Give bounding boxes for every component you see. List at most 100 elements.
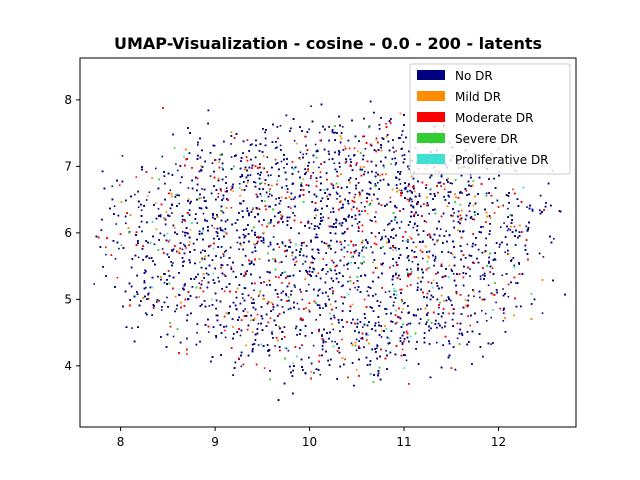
data-point: [370, 246, 372, 248]
data-point: [230, 143, 232, 145]
data-point: [339, 195, 341, 197]
data-point: [418, 193, 421, 195]
data-point: [328, 158, 330, 161]
data-point: [404, 301, 406, 304]
data-point: [202, 249, 204, 251]
data-point: [416, 282, 419, 285]
data-point: [297, 170, 300, 173]
data-point: [526, 206, 528, 208]
data-point: [507, 228, 510, 230]
data-point: [157, 208, 160, 210]
data-point: [287, 349, 290, 352]
data-point: [445, 230, 447, 232]
data-point: [241, 175, 244, 177]
data-point: [518, 263, 520, 265]
data-point: [381, 236, 383, 238]
data-point: [541, 312, 544, 314]
data-point: [240, 365, 243, 368]
data-point: [433, 260, 436, 262]
data-point: [367, 242, 369, 245]
data-point: [394, 163, 397, 166]
data-point: [451, 182, 453, 185]
data-point: [434, 257, 437, 259]
data-point: [137, 206, 140, 208]
data-point: [374, 183, 376, 185]
data-point: [487, 284, 490, 287]
data-point: [484, 312, 487, 315]
data-point: [361, 210, 363, 213]
data-point: [402, 240, 404, 242]
data-point: [242, 297, 244, 299]
data-point: [469, 268, 471, 270]
data-point: [314, 207, 317, 210]
data-point: [215, 314, 218, 317]
data-point: [310, 241, 312, 243]
data-point: [360, 201, 363, 204]
data-point: [221, 264, 224, 267]
data-point: [256, 236, 258, 239]
data-point: [507, 295, 510, 298]
data-point: [391, 283, 394, 286]
data-point: [349, 288, 351, 291]
data-point: [377, 182, 379, 184]
data-point: [412, 226, 415, 229]
data-point: [225, 176, 227, 178]
data-point: [479, 296, 481, 299]
data-point: [160, 309, 163, 311]
data-point: [410, 198, 413, 201]
data-point: [222, 255, 225, 257]
data-point: [224, 336, 227, 339]
data-point: [482, 274, 484, 276]
data-point: [357, 267, 360, 269]
data-point: [305, 153, 308, 155]
data-point: [310, 105, 312, 107]
data-point: [377, 321, 380, 324]
data-point: [155, 301, 158, 303]
data-point: [251, 143, 253, 145]
data-point: [225, 187, 228, 189]
data-point: [513, 264, 515, 267]
data-point: [172, 335, 175, 338]
data-point: [280, 217, 282, 219]
data-point: [172, 248, 175, 250]
data-point: [387, 238, 390, 240]
data-point: [355, 338, 358, 341]
data-point: [501, 274, 504, 277]
data-point: [387, 183, 389, 185]
data-point: [396, 187, 398, 189]
data-point: [426, 321, 428, 323]
data-point: [417, 269, 419, 271]
data-point: [488, 262, 490, 264]
data-point: [331, 340, 333, 343]
data-point: [118, 247, 120, 250]
data-point: [503, 312, 505, 314]
data-point: [283, 167, 285, 169]
data-point: [355, 244, 357, 246]
data-point: [166, 296, 168, 299]
data-point: [171, 212, 173, 214]
data-point: [140, 209, 143, 211]
data-point: [322, 216, 324, 218]
data-point: [266, 156, 269, 158]
data-point: [159, 215, 162, 218]
data-point: [525, 225, 528, 228]
data-point: [364, 206, 366, 208]
data-point: [315, 319, 317, 321]
data-point: [293, 139, 296, 142]
data-point: [402, 141, 405, 143]
data-point: [469, 275, 471, 277]
data-point: [395, 272, 397, 275]
data-point: [221, 210, 223, 212]
data-point: [196, 222, 199, 224]
data-point: [340, 243, 343, 246]
data-point: [161, 155, 164, 158]
data-point: [502, 320, 505, 322]
data-point: [197, 144, 199, 146]
data-point: [198, 282, 200, 284]
data-point: [479, 278, 482, 280]
data-point: [379, 301, 382, 303]
data-point: [169, 189, 172, 192]
data-point: [422, 257, 424, 260]
data-point: [213, 144, 216, 147]
data-point: [430, 282, 433, 284]
